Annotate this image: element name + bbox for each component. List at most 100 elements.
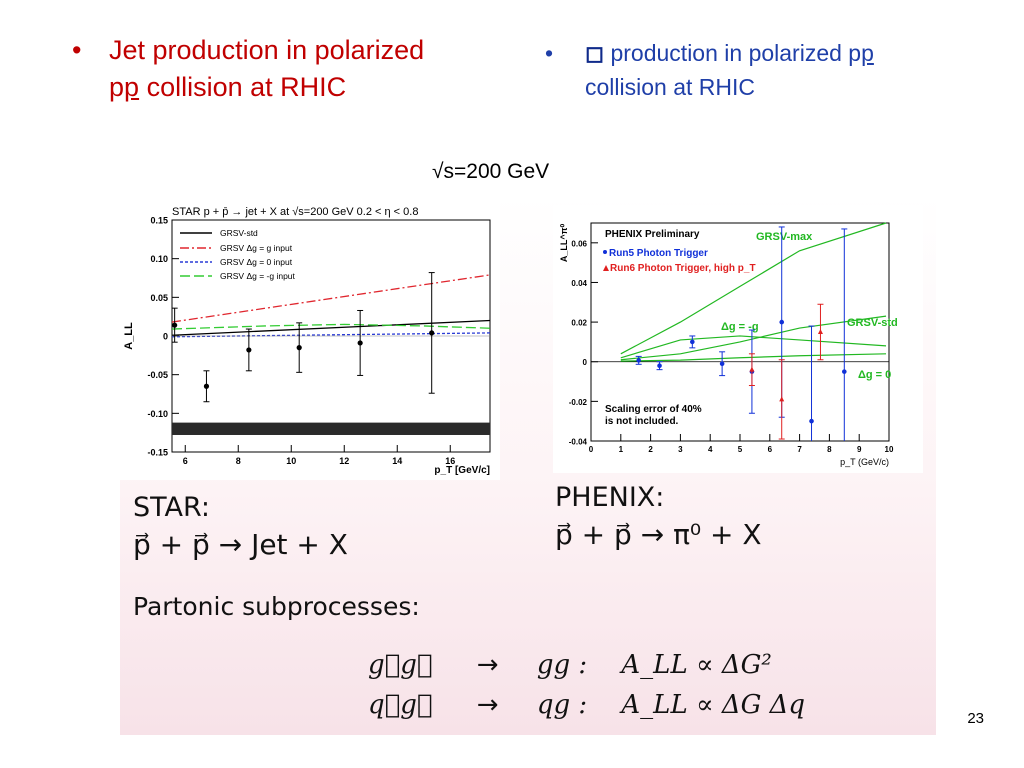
data-point <box>842 369 847 374</box>
data-point <box>172 322 178 328</box>
annotation-grsv-max: GRSV-max <box>756 231 813 243</box>
row1-asym: A_LL ∝ ΔG² <box>621 650 772 680</box>
theory-curve <box>620 315 887 361</box>
pi0-symbol: ◻ <box>585 40 605 66</box>
annotation-scaling-2: is not included. <box>605 416 679 427</box>
line2-p: p <box>109 72 125 102</box>
legend-label: Run5 Photon Trigger <box>609 248 708 259</box>
y-tick-label: -0.10 <box>147 409 168 419</box>
y-axis-label: A_LL <box>123 322 135 350</box>
star-label: STAR: <box>133 492 211 523</box>
data-point <box>690 339 695 345</box>
y-tick-label: 0.02 <box>571 319 587 328</box>
legend-marker <box>603 250 607 254</box>
annotation-dg-zero: Δg = 0 <box>858 369 891 381</box>
line2-pbar: p <box>124 72 140 102</box>
energy-label: √s=200 GeV <box>432 160 550 183</box>
right-bullet-line1: ◻ production in polarized pp <box>585 36 985 70</box>
x-tick-label: 10 <box>286 456 296 466</box>
theory-curve <box>171 319 491 336</box>
row2-arrow: → <box>476 690 499 720</box>
data-point <box>636 358 641 363</box>
systematic-band <box>172 422 490 435</box>
page-number: 23 <box>967 710 984 727</box>
annotation-scaling-1: Scaling error of 40% <box>605 404 702 415</box>
right-bullet-text: ◻ production in polarized pp collision a… <box>585 36 985 104</box>
row1-arrow: → <box>476 650 499 680</box>
x-tick-label: 1 <box>619 445 624 454</box>
x-tick-label: 8 <box>236 456 241 466</box>
data-point <box>246 347 252 353</box>
row2-lhs: q⃗g⃗ <box>368 690 433 720</box>
x-tick-label: 10 <box>885 445 894 454</box>
theory-curve <box>620 353 887 362</box>
bullet-marker: • <box>545 40 554 66</box>
line2-rest: collision at RHIC <box>139 72 347 102</box>
y-tick-label: 0.04 <box>571 279 587 288</box>
data-point <box>809 418 814 424</box>
left-bullet-line1: Jet production in polarized <box>109 35 425 65</box>
data-point <box>719 361 725 367</box>
legend-label: GRSV-std <box>220 228 258 238</box>
annotation-grsv-std: GRSV-std <box>847 317 898 329</box>
phenix-label: PHENIX: <box>555 482 665 513</box>
star-chart: 0.15 0.10 0.05 0 -0.05 -0.10 -0.15 6 8 10 12 14 16 ST… <box>120 198 500 480</box>
data-point <box>357 340 363 346</box>
legend-label: Run6 Photon Trigger, high p_T <box>610 263 756 274</box>
row2-asym: A_LL ∝ ΔG Δq <box>621 690 806 720</box>
legend-label: GRSV Δg = g input <box>220 243 293 253</box>
x-tick-label: 3 <box>678 445 683 454</box>
row1-final: gg : <box>536 650 588 680</box>
x-axis-label: p_T (GeV/c) <box>840 457 889 467</box>
phenix-chart: 0.060.040.020-0.02-0.040 1 2 3 4 5 6 7 8 9 10A_LL^… <box>553 205 923 473</box>
left-bullet-text: Jet production in polarized pp collision… <box>109 32 509 106</box>
x-tick-label: 9 <box>857 445 862 454</box>
y-tick-label: 0.15 <box>150 216 168 226</box>
data-point <box>749 366 755 372</box>
data-point <box>817 329 823 334</box>
y-tick-label: -0.15 <box>147 448 168 458</box>
star-chart-bg <box>120 198 500 480</box>
star-equation: p⃗ + p⃗ → Jet + X <box>133 528 348 561</box>
y-tick-label: 0 <box>163 332 168 342</box>
annotation-dg-neg: Δg = -g <box>721 321 759 333</box>
x-tick-label: 4 <box>708 445 713 454</box>
partonic-row-2: q⃗g⃗ → qg : A_LL ∝ ΔG Δq <box>368 690 805 720</box>
theory-curve <box>171 332 491 338</box>
line1-pre: production in polarized p <box>604 40 862 66</box>
data-point <box>296 345 302 351</box>
x-tick-label: 8 <box>827 445 832 454</box>
x-axis-label: p_T [GeV/c] <box>434 465 490 476</box>
y-tick-label: -0.04 <box>569 438 588 447</box>
y-tick-label: 0.10 <box>150 254 168 264</box>
theory-curve <box>171 323 491 330</box>
x-tick-label: 0 <box>589 445 594 454</box>
y-tick-label: 0.06 <box>571 239 587 248</box>
y-axis-label: A_LL^π⁰ <box>559 223 569 262</box>
x-tick-label: 6 <box>183 456 188 466</box>
data-point <box>429 330 435 336</box>
x-tick-label: 2 <box>648 445 653 454</box>
y-tick-label: -0.05 <box>147 370 168 380</box>
data-point <box>203 383 210 389</box>
data-point <box>779 319 785 325</box>
theory-curve <box>620 335 887 359</box>
x-tick-label: 14 <box>392 456 402 466</box>
line1-pbar: p <box>861 40 874 66</box>
partonic-row-1: g⃗g⃗ → gg : A_LL ∝ ΔG² <box>368 650 772 680</box>
x-tick-label: 16 <box>445 456 455 466</box>
legend-label: GRSV Δg = 0 input <box>220 257 293 267</box>
bullet-marker: • <box>72 35 82 65</box>
chart-title: STAR p + p̄ → jet + X at √s=200 GeV 0.2 … <box>172 206 418 218</box>
row2-final: qg : <box>536 690 588 720</box>
y-tick-label: -0.02 <box>569 398 588 407</box>
theory-curve <box>620 222 887 355</box>
partonic-heading: Partonic subprocesses: <box>133 592 420 621</box>
y-tick-label: 0.05 <box>150 293 168 303</box>
row1-lhs: g⃗g⃗ <box>368 650 433 680</box>
legend-label: GRSV Δg = -g input <box>220 271 296 281</box>
chart-title: PHENIX Preliminary <box>605 229 700 240</box>
right-bullet-line2: collision at RHIC <box>585 74 755 100</box>
x-tick-label: 5 <box>738 445 743 454</box>
legend-marker <box>603 265 609 271</box>
